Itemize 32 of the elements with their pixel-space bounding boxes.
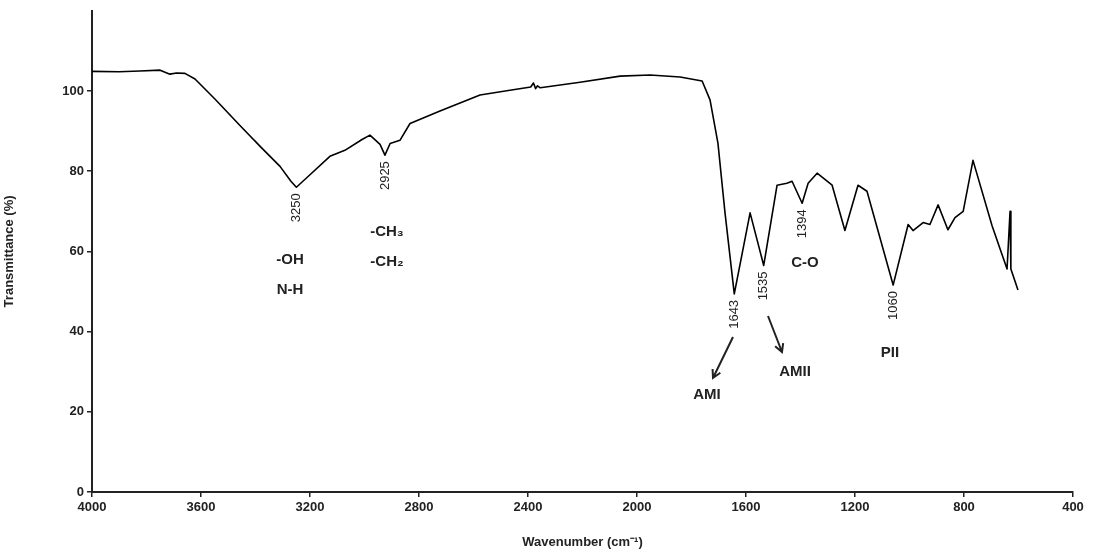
annotation: AMI [693, 385, 721, 403]
annotation: PII [880, 343, 900, 361]
y-tick-label: 40 [69, 323, 84, 339]
annotation: 2925 [376, 161, 392, 191]
annotation: -OH [276, 250, 304, 268]
x-tick-label: 2400 [513, 499, 543, 515]
x-tick-label: 2800 [404, 499, 434, 515]
annotation: 1060 [884, 291, 900, 321]
x-tick-label: 2000 [622, 499, 652, 515]
x-tick-label: 4000 [77, 499, 107, 515]
y-tick-label: 0 [76, 483, 84, 499]
annotation: 1643 [725, 299, 741, 329]
x-tick-label: 400 [1062, 499, 1084, 515]
annotation: C-O [791, 253, 820, 271]
annotation: 1535 [755, 271, 771, 301]
annotation: AMII [779, 362, 811, 380]
y-tick-label: 100 [62, 82, 84, 98]
annotation: 3250 [287, 193, 303, 223]
annotation: -CH₂ [370, 252, 404, 270]
y-tick-label: 80 [69, 162, 84, 178]
y-tick-label: 20 [69, 403, 84, 419]
annotation: -CH₃ [370, 222, 404, 240]
x-tick-label: 3200 [295, 499, 325, 515]
y-axis-title: Transmittance (%) [1, 195, 17, 308]
y-tick-label: 60 [69, 242, 84, 258]
x-tick-label: 800 [953, 499, 975, 515]
annotation: N-H [276, 280, 304, 298]
x-axis-title: Wavenumber (cm⁻¹) [522, 533, 643, 549]
x-tick-label: 1600 [731, 499, 761, 515]
x-tick-label: 3600 [186, 499, 216, 515]
annotation: 1394 [793, 209, 809, 239]
x-tick-label: 1200 [840, 499, 870, 515]
